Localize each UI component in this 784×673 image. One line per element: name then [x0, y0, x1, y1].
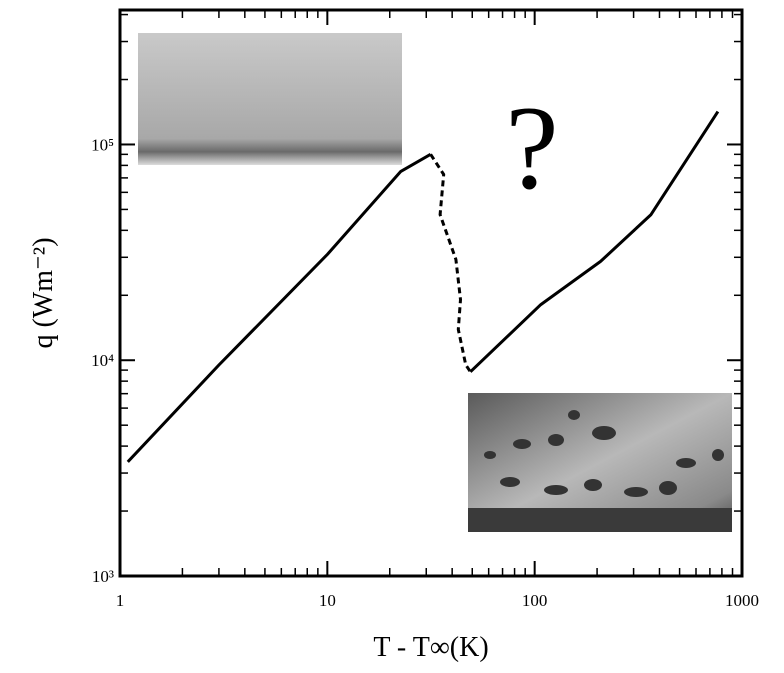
y-tick-label: 10³	[92, 567, 114, 586]
photo-base	[468, 508, 732, 532]
annotation: ?	[505, 81, 558, 214]
x-tick-label: 100	[522, 591, 548, 610]
chart: ? T - T∞(K) q (Wm⁻²) 1 10 100 1000 10³ 10⁴ 10⁵	[0, 0, 784, 673]
boiling-photo	[138, 33, 402, 165]
x-tick-label: 1000	[725, 591, 759, 610]
dashed-curve	[431, 154, 471, 371]
x-tick-label: 10	[319, 591, 336, 610]
curve	[128, 154, 431, 462]
y-axis-title: q (Wm⁻²)	[28, 237, 59, 348]
y-tick-label: 10⁵	[91, 135, 114, 154]
y-tick-label: 10⁴	[91, 351, 114, 370]
x-tick-label: 1	[116, 591, 125, 610]
x-axis-title: T - T∞(K)	[373, 632, 488, 663]
